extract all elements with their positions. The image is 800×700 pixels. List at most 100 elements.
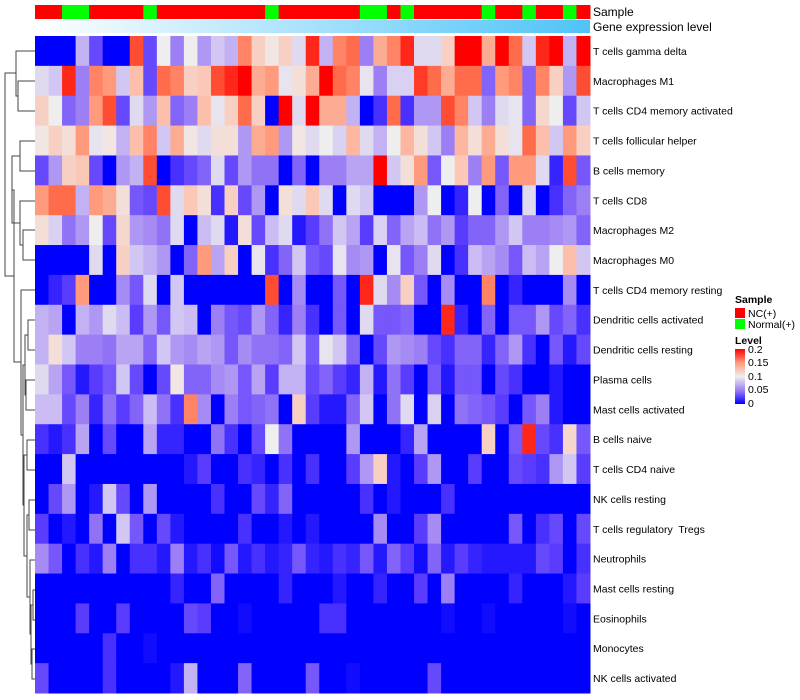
heatmap-cell (102, 424, 117, 455)
heatmap-cell (400, 663, 415, 694)
heatmap-cell (386, 364, 401, 395)
heatmap-cell (359, 155, 374, 186)
heatmap-cell (251, 65, 266, 97)
heatmap-cell (251, 573, 266, 604)
heatmap-cell (359, 245, 374, 276)
heatmap-cell (305, 454, 320, 485)
heatmap-cell (400, 603, 415, 634)
heatmap-cell (278, 394, 293, 425)
heatmap-cell (319, 215, 334, 246)
heatmap-cell (427, 603, 442, 634)
heatmap-cell (278, 125, 293, 156)
sample-annotation-cell (183, 5, 198, 19)
heatmap-cells (35, 36, 591, 694)
heatmap-cell (251, 304, 266, 336)
heatmap-cell (346, 483, 361, 515)
heatmap-cell (346, 274, 361, 306)
heatmap-cell (116, 95, 131, 127)
heatmap-cell (576, 304, 591, 336)
heatmap-cell (292, 334, 307, 365)
heatmap-cell (481, 483, 496, 515)
heatmap-cell (332, 543, 347, 575)
sample-annotation-cell (495, 5, 510, 19)
heatmap-cell (129, 543, 144, 575)
heatmap-cell (386, 245, 401, 276)
heatmap-cell (129, 155, 144, 186)
heatmap-cell (265, 663, 280, 694)
heatmap-cell (238, 185, 253, 216)
heatmap-cell (265, 573, 280, 604)
sample-annotation-cell (481, 5, 496, 19)
heatmap-cell (89, 245, 104, 276)
heatmap-cell (129, 245, 144, 276)
heatmap-cell (292, 543, 307, 575)
heatmap-cell (549, 36, 564, 67)
heatmap-cell (562, 155, 577, 186)
heatmap-cell (305, 215, 320, 246)
heatmap-cell (454, 663, 469, 694)
heatmap-cell (129, 663, 144, 694)
heatmap-cell (535, 513, 550, 545)
gene-expression-annotation-bar (35, 20, 590, 33)
heatmap-cell (265, 95, 280, 127)
heatmap-cell (522, 274, 537, 306)
heatmap-cell (265, 364, 280, 395)
heatmap-cell (75, 454, 90, 485)
heatmap-cell (183, 36, 198, 67)
heatmap-cell (224, 394, 239, 425)
heatmap-cell (224, 364, 239, 395)
heatmap-cell (224, 543, 239, 575)
heatmap-cell (319, 543, 334, 575)
heatmap-cell (441, 155, 456, 186)
heatmap-cell (224, 483, 239, 515)
heatmap-cell (292, 125, 307, 156)
heatmap-cell (265, 513, 280, 545)
heatmap-cell (183, 215, 198, 246)
heatmap-cell (62, 543, 77, 575)
heatmap-cell (197, 95, 212, 127)
heatmap-cell (143, 36, 158, 67)
heatmap-cell (535, 573, 550, 604)
sample-annotation-cell (400, 5, 415, 19)
heatmap-cell (251, 274, 266, 306)
heatmap-cell (170, 394, 185, 425)
heatmap-cell (373, 573, 388, 604)
heatmap-cell (210, 274, 226, 306)
heatmap-cell (197, 334, 212, 365)
heatmap-cell (224, 65, 239, 97)
heatmap-cell (143, 185, 158, 216)
heatmap-cell (427, 95, 442, 127)
heatmap-cell (251, 245, 266, 276)
heatmap-cell (210, 185, 226, 216)
heatmap-cell (305, 513, 320, 545)
heatmap-cell (535, 334, 550, 365)
heatmap-cell (441, 95, 456, 127)
heatmap-cell (468, 513, 483, 545)
heatmap-cell (373, 215, 388, 246)
heatmap-cell (224, 603, 239, 634)
heatmap-cell (549, 364, 564, 395)
heatmap-cell (359, 65, 374, 97)
heatmap-cell (156, 274, 171, 306)
heatmap-cell (62, 513, 77, 545)
heatmap-cell (156, 633, 171, 664)
heatmap-cell (414, 394, 429, 425)
heatmap-cell (305, 663, 320, 694)
heatmap-cell (156, 65, 171, 97)
row-label: B cells memory (593, 165, 666, 177)
heatmap-cell (278, 245, 293, 276)
heatmap-cell (129, 215, 144, 246)
heatmap-cell (414, 573, 429, 604)
sample-annotation-cell (468, 5, 483, 19)
heatmap-cell (481, 513, 496, 545)
heatmap-cell (35, 513, 50, 545)
heatmap-cell (197, 513, 212, 545)
heatmap-cell (414, 334, 429, 365)
heatmap-cell (224, 245, 239, 276)
heatmap-cell (251, 483, 266, 515)
heatmap-cell (332, 274, 347, 306)
heatmap-cell (562, 65, 577, 97)
heatmap-cell (183, 364, 198, 395)
heatmap-cell (386, 36, 401, 67)
heatmap-cell (454, 543, 469, 575)
